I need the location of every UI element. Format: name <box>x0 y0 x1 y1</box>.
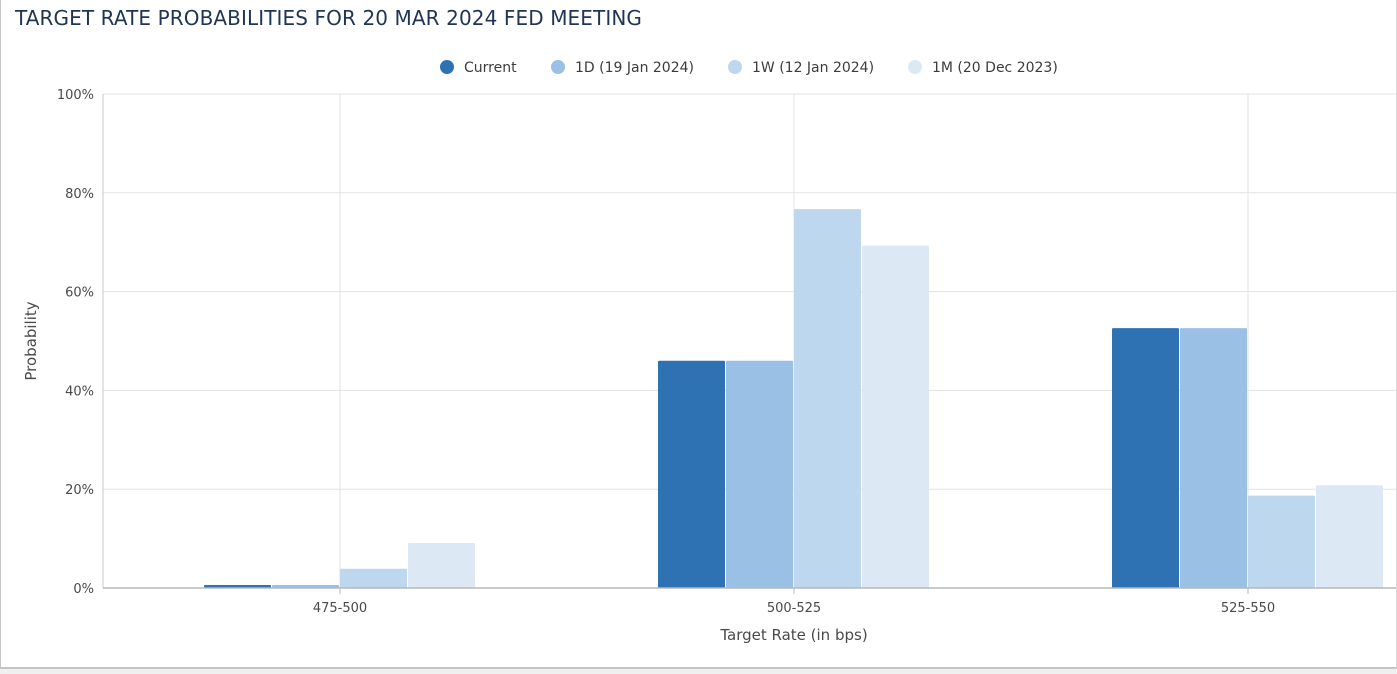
y-tick-label: 60% <box>65 286 94 301</box>
bar[interactable] <box>1316 485 1383 588</box>
y-tick-label: 40% <box>65 384 94 399</box>
bar[interactable] <box>726 360 793 588</box>
bar[interactable] <box>794 209 861 589</box>
legend-label[interactable]: 1M (20 Dec 2023) <box>932 60 1058 76</box>
legend-label[interactable]: 1D (19 Jan 2024) <box>575 60 694 76</box>
legend-marker[interactable] <box>551 60 565 74</box>
y-tick-label: 0% <box>73 582 94 597</box>
legend-marker[interactable] <box>440 60 454 74</box>
bar[interactable] <box>408 543 475 588</box>
y-axis-title: Probability <box>22 301 40 380</box>
legend-label[interactable]: 1W (12 Jan 2024) <box>752 60 874 76</box>
bar[interactable] <box>1248 495 1315 588</box>
x-axis-title: Target Rate (in bps) <box>719 626 867 644</box>
chart-title: TARGET RATE PROBABILITIES FOR 20 MAR 202… <box>15 6 642 30</box>
bar[interactable] <box>340 568 407 588</box>
x-tick-label: 475-500 <box>313 601 367 616</box>
y-tick-label: 100% <box>57 88 94 103</box>
bar[interactable] <box>1180 328 1247 588</box>
x-tick-label: 525-550 <box>1221 601 1275 616</box>
x-tick-label: 500-525 <box>767 601 821 616</box>
legend-label[interactable]: Current <box>464 60 517 76</box>
y-tick-label: 80% <box>65 187 94 202</box>
legend-marker[interactable] <box>728 60 742 74</box>
bar[interactable] <box>862 245 929 588</box>
bar[interactable] <box>658 360 725 588</box>
bar[interactable] <box>1112 328 1179 588</box>
y-tick-label: 20% <box>65 483 94 498</box>
legend-marker[interactable] <box>908 60 922 74</box>
